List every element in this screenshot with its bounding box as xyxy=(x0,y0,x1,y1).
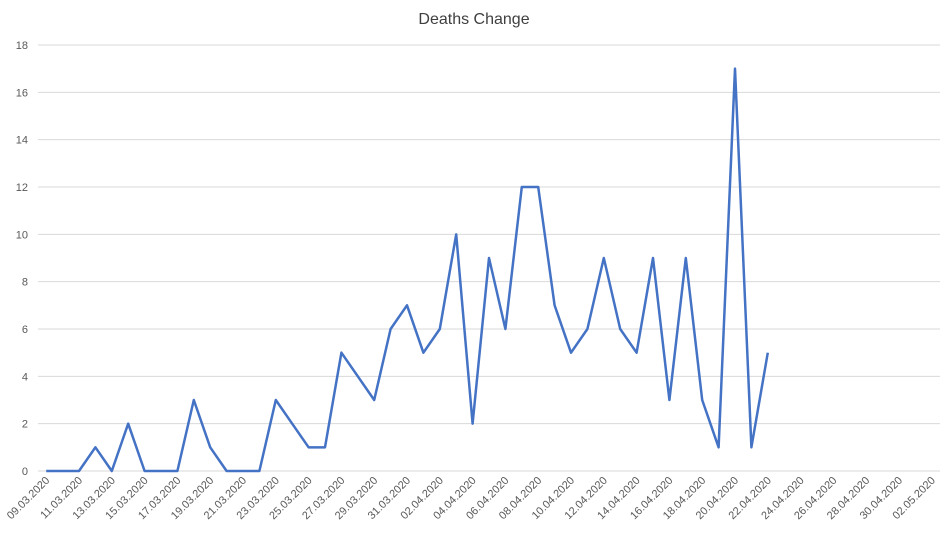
y-tick-label: 16 xyxy=(16,87,28,99)
y-tick-label: 12 xyxy=(16,182,28,194)
data-line xyxy=(46,67,770,473)
y-tick-label: 6 xyxy=(22,324,28,336)
y-tick-label: 14 xyxy=(16,135,28,147)
y-tick-label: 18 xyxy=(16,40,28,52)
y-tick-label: 0 xyxy=(22,466,28,478)
y-tick-label: 2 xyxy=(22,419,28,431)
y-tick-label: 10 xyxy=(16,229,28,241)
y-tick-label: 4 xyxy=(22,371,28,383)
chart-title: Deaths Change xyxy=(418,11,529,28)
y-tick-label: 8 xyxy=(22,277,28,289)
